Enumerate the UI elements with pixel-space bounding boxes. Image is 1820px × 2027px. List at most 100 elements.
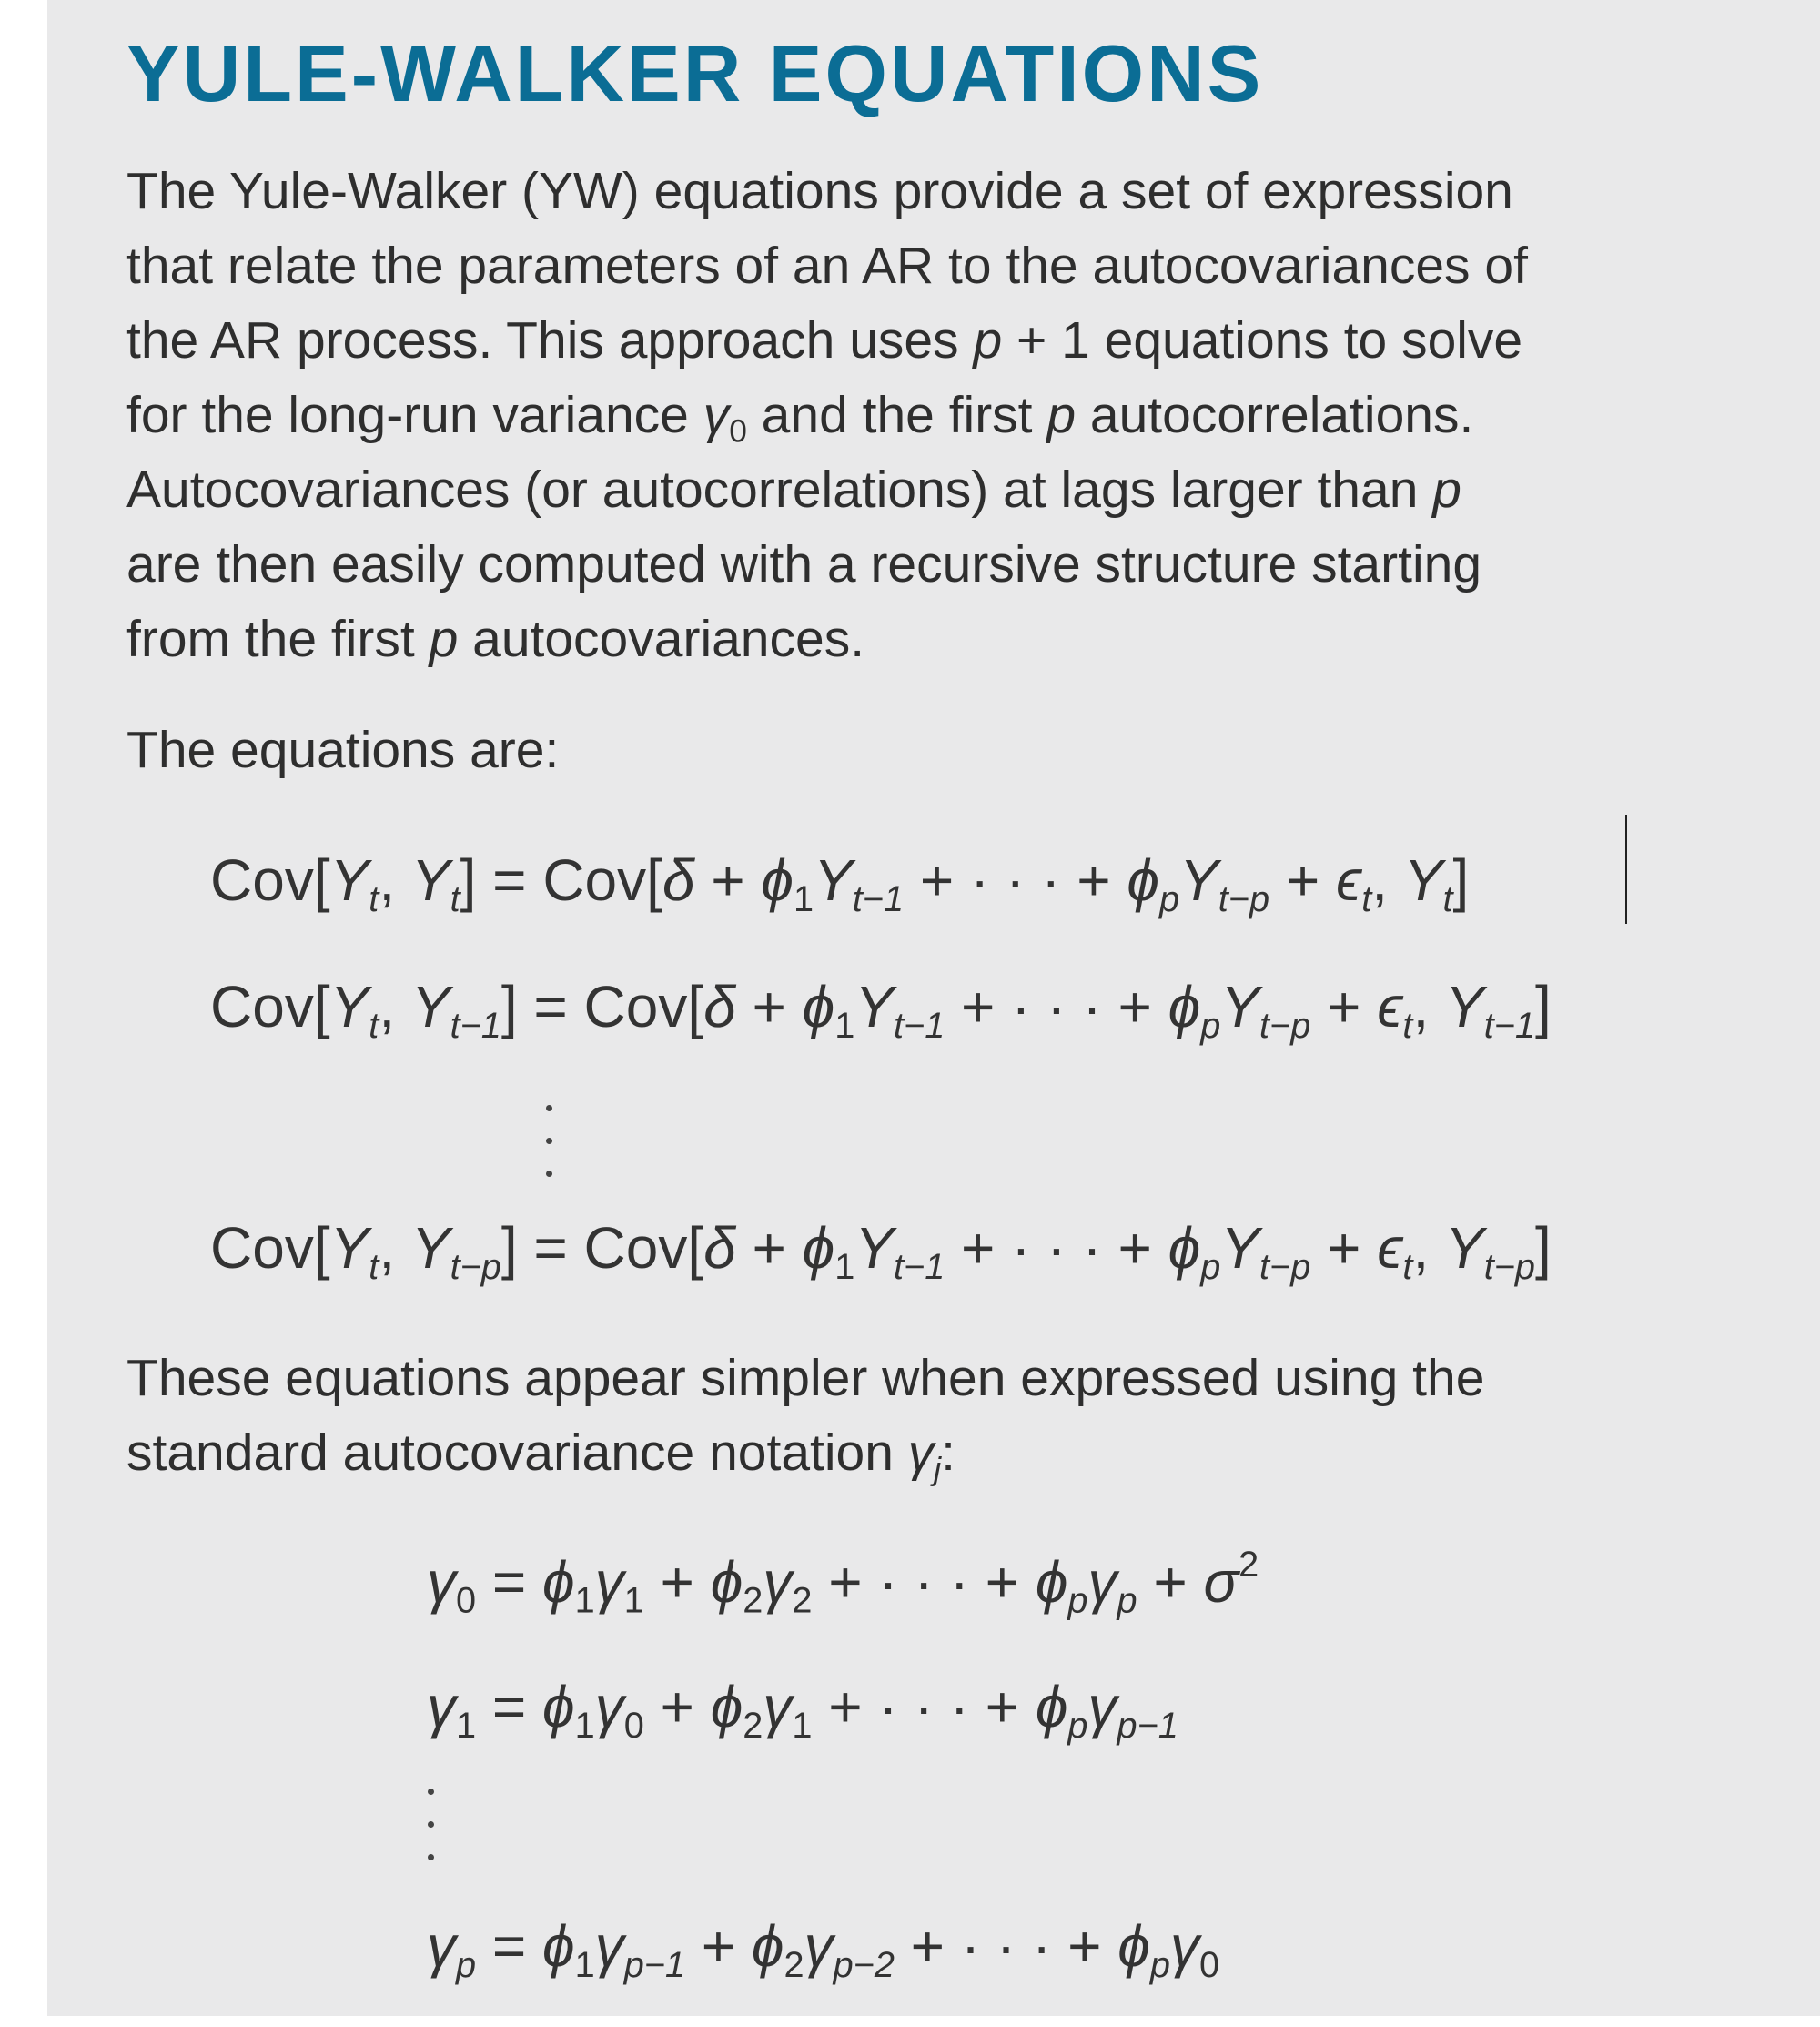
text-segment: + · · · +	[945, 974, 1168, 1039]
text-segment: γ	[427, 1913, 456, 1979]
text-segment: γ	[907, 1424, 935, 1482]
text-segment: ϵ	[1377, 1215, 1403, 1281]
text-segment: =	[476, 1674, 543, 1739]
text-segment: The Yule-Walker (YW) equations provide a…	[126, 162, 1513, 220]
text-segment: ϕ	[710, 1548, 743, 1615]
text-segment: + · · · +	[894, 1913, 1118, 1979]
text-segment: t	[1402, 1246, 1413, 1287]
text-segment: γ	[427, 1674, 456, 1739]
intro-line: The Yule-Walker (YW) equations provide a…	[126, 166, 1513, 218]
text-segment: Cov[	[210, 847, 330, 913]
text-segment: 1	[456, 1705, 477, 1746]
text-segment: Y	[410, 847, 450, 913]
text-segment: autocovariances.	[458, 610, 865, 668]
notation-line: These equations appear simpler when expr…	[126, 1353, 1484, 1404]
text-segment: ϕ	[1035, 1674, 1068, 1739]
content-panel	[47, 0, 1820, 2016]
text-segment: t−1	[852, 878, 905, 919]
text-segment: =	[476, 1913, 543, 1979]
text-segment: ϕ	[1117, 1913, 1150, 1979]
text-segment: ,	[379, 974, 411, 1039]
text-segment: t	[369, 1005, 379, 1046]
text-segment: the AR process. This approach uses	[126, 311, 974, 370]
cov-equation-lag-p: Cov[Yt, Yt−p] = Cov[δ + ϕ1Yt−1 + · · · +…	[210, 1219, 1552, 1286]
text-segment: ,	[379, 847, 411, 913]
text-segment: 1	[574, 1580, 595, 1621]
text-segment: 2	[743, 1580, 763, 1621]
text-segment: p−1	[1117, 1705, 1178, 1746]
text-segment: γ	[804, 1913, 834, 1979]
text-segment: δ	[703, 974, 736, 1039]
text-segment: ,	[1371, 847, 1404, 913]
text-segment: Y	[1220, 974, 1259, 1039]
text-segment: δ	[703, 1215, 736, 1281]
text-segment: from the first	[126, 610, 430, 668]
text-segment: that relate the parameters of an AR to t…	[126, 237, 1528, 295]
text-segment: γ	[1169, 1913, 1199, 1979]
intro-line: are then easily computed with a recursiv…	[126, 539, 1481, 591]
gamma-equation-0: γ0 = ϕ1γ1 + ϕ2γ2 + · · · + ϕpγp + σ2	[427, 1546, 1259, 1621]
text-segment: t−1	[894, 1005, 945, 1046]
text-segment: p	[1200, 1005, 1221, 1046]
text-segment: γ	[427, 1548, 456, 1615]
text-segment: Autocovariances (or autocorrelations) at…	[126, 461, 1433, 519]
text-segment: 1	[834, 1005, 855, 1046]
cov-equation-lag-1: Cov[Yt, Yt−1] = Cov[δ + ϕ1Yt−1 + · · · +…	[210, 978, 1552, 1045]
text-segment: ]	[1534, 974, 1552, 1039]
text-segment: + 1 equations to solve	[1002, 311, 1523, 370]
text-segment: p	[1046, 386, 1077, 444]
text-segment: 0	[1198, 1944, 1220, 1985]
equations-intro: The equations are:	[126, 725, 559, 776]
text-segment: Y	[1403, 847, 1443, 913]
text-segment: +	[1310, 1215, 1378, 1281]
text-segment: Y	[1445, 974, 1484, 1039]
text-segment: autocorrelations.	[1076, 386, 1474, 444]
notation-line: standard autocovariance notation γj:	[126, 1427, 956, 1485]
text-segment: + · · · +	[904, 847, 1127, 913]
text-segment: p	[429, 610, 459, 668]
text-segment: ]	[1534, 1215, 1552, 1281]
text-segment: t−p	[1483, 1246, 1535, 1287]
text-segment: p	[1067, 1580, 1088, 1621]
text-segment: γ	[763, 1548, 793, 1615]
text-segment: +	[1269, 847, 1336, 913]
text-segment: ] = Cov[	[500, 974, 704, 1039]
text-segment: + · · · +	[945, 1215, 1168, 1281]
text-segment: Y	[854, 1215, 894, 1281]
text-segment: standard autocovariance notation	[126, 1424, 908, 1482]
text-segment: ,	[379, 1215, 411, 1281]
text-segment: p	[1200, 1246, 1221, 1287]
text-segment: ,	[1412, 1215, 1446, 1281]
text-segment: ] = Cov[	[500, 1215, 704, 1281]
text-segment: δ	[662, 847, 695, 913]
text-segment: ϕ	[1168, 974, 1201, 1039]
text-segment: p	[1067, 1705, 1088, 1746]
text-segment: ϵ	[1335, 847, 1362, 913]
text-segment: γ	[594, 1548, 624, 1615]
text-segment: t	[1361, 878, 1372, 919]
text-segment: 1	[623, 1580, 644, 1621]
text-segment: t	[450, 878, 460, 919]
text-segment: +	[684, 1913, 752, 1979]
text-segment: :	[941, 1424, 956, 1482]
text-segment: γ	[1087, 1674, 1117, 1739]
text-segment: t−p	[1259, 1246, 1311, 1287]
intro-line: Autocovariances (or autocorrelations) at…	[126, 464, 1461, 516]
text-segment: ϕ	[1127, 847, 1159, 913]
intro-line: for the long-run variance γ0 and the fir…	[126, 390, 1473, 448]
text-segment: and the first	[746, 386, 1047, 444]
text-segment: ϕ	[542, 1548, 575, 1615]
text-segment: ϕ	[710, 1674, 743, 1739]
text-segment: ϕ	[761, 847, 794, 913]
text-segment: γ	[703, 386, 730, 444]
text-segment: +	[735, 974, 803, 1039]
text-segment: ]	[1452, 847, 1470, 913]
gamma-equation-1: γ1 = ϕ1γ0 + ϕ2γ1 + · · · + ϕpγp−1	[427, 1677, 1178, 1745]
text-segment: Y	[329, 974, 369, 1039]
text-segment: ϕ	[751, 1913, 784, 1979]
text-segment: Y	[814, 847, 853, 913]
text-segment: ,	[1412, 974, 1446, 1039]
text-segment: σ	[1203, 1548, 1239, 1615]
text-segment: +	[1137, 1548, 1204, 1615]
text-segment: ϕ	[1168, 1215, 1201, 1281]
